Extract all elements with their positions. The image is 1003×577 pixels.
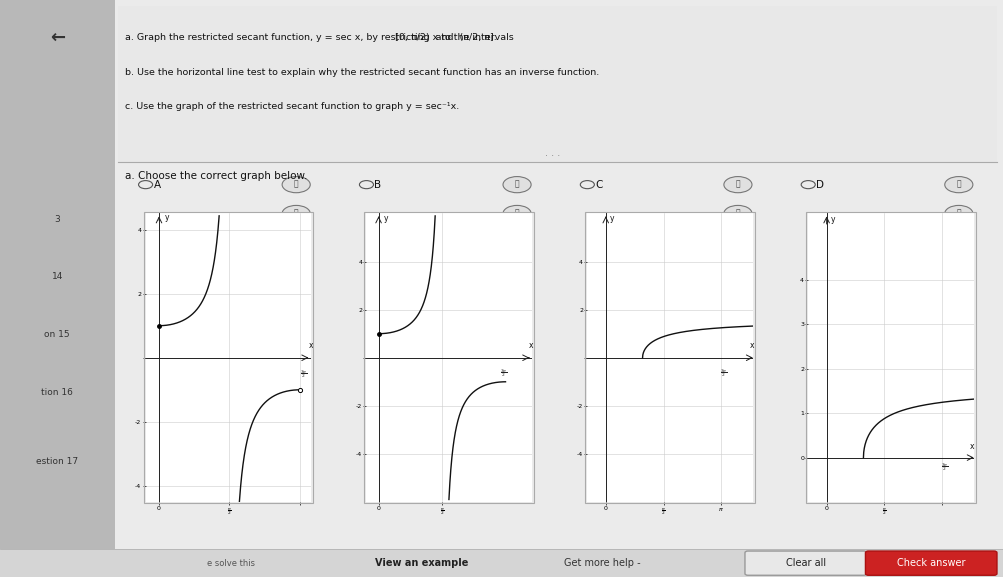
Text: 🔍: 🔍 [956,208,960,218]
Text: Check answer: Check answer [896,558,965,568]
Text: x: x [969,442,974,451]
Text: A: A [153,179,160,190]
Text: $\frac{3\pi}{2}$: $\frac{3\pi}{2}$ [299,368,307,380]
Text: Get more help -: Get more help - [564,558,640,568]
FancyBboxPatch shape [0,0,115,577]
Text: [0, π/2)  and  (π/2, π].: [0, π/2) and (π/2, π]. [125,33,496,42]
Text: 🔍: 🔍 [956,179,960,189]
Text: View an example: View an example [374,558,468,568]
FancyBboxPatch shape [0,549,1003,577]
Circle shape [944,177,972,193]
Circle shape [282,177,310,193]
Text: $\frac{3\pi}{2}$: $\frac{3\pi}{2}$ [499,367,507,379]
FancyBboxPatch shape [865,551,996,575]
Text: x: x [748,341,753,350]
Text: y: y [164,213,169,222]
Text: 🔍: 🔍 [515,208,519,218]
Text: b. Use the horizontal line test to explain why the restricted secant function ha: b. Use the horizontal line test to expla… [125,68,599,77]
Text: 🔍: 🔍 [515,179,519,189]
Circle shape [503,177,531,193]
Text: 3: 3 [54,215,60,224]
Text: e solve this: e solve this [207,559,255,568]
Circle shape [503,205,531,222]
Text: $\frac{3\pi}{2}$: $\frac{3\pi}{2}$ [940,461,947,473]
Circle shape [723,177,751,193]
Text: 🔍: 🔍 [735,179,739,189]
Text: c. Use the graph of the restricted secant function to graph y = sec⁻¹x.: c. Use the graph of the restricted secan… [125,102,459,111]
Text: x: x [309,341,313,350]
Text: y: y [383,213,387,223]
FancyBboxPatch shape [118,6,996,162]
Text: y: y [830,215,834,224]
Circle shape [282,205,310,222]
Text: ←: ← [49,28,65,47]
Circle shape [944,205,972,222]
Text: a. Choose the correct graph below.: a. Choose the correct graph below. [125,171,308,181]
Text: 🔍: 🔍 [294,179,298,189]
Text: estion 17: estion 17 [36,457,78,466]
Text: x: x [529,341,533,350]
Text: 14: 14 [51,272,63,282]
FancyBboxPatch shape [744,551,866,575]
Text: Clear all: Clear all [785,558,824,568]
Text: a. Graph the restricted secant function, y = sec x, by restricting x to the inte: a. Graph the restricted secant function,… [125,33,514,42]
Text: 🔍: 🔍 [294,208,298,218]
Text: C: C [595,179,602,190]
FancyBboxPatch shape [115,0,1003,577]
Circle shape [723,205,751,222]
Text: D: D [815,179,823,190]
Text: y: y [610,213,614,223]
Text: $\frac{3\pi}{2}$: $\frac{3\pi}{2}$ [719,367,726,379]
Text: . . .: . . . [544,148,560,158]
Text: tion 16: tion 16 [41,388,73,397]
Text: 🔍: 🔍 [735,208,739,218]
Text: on 15: on 15 [44,330,70,339]
Text: B: B [374,179,381,190]
